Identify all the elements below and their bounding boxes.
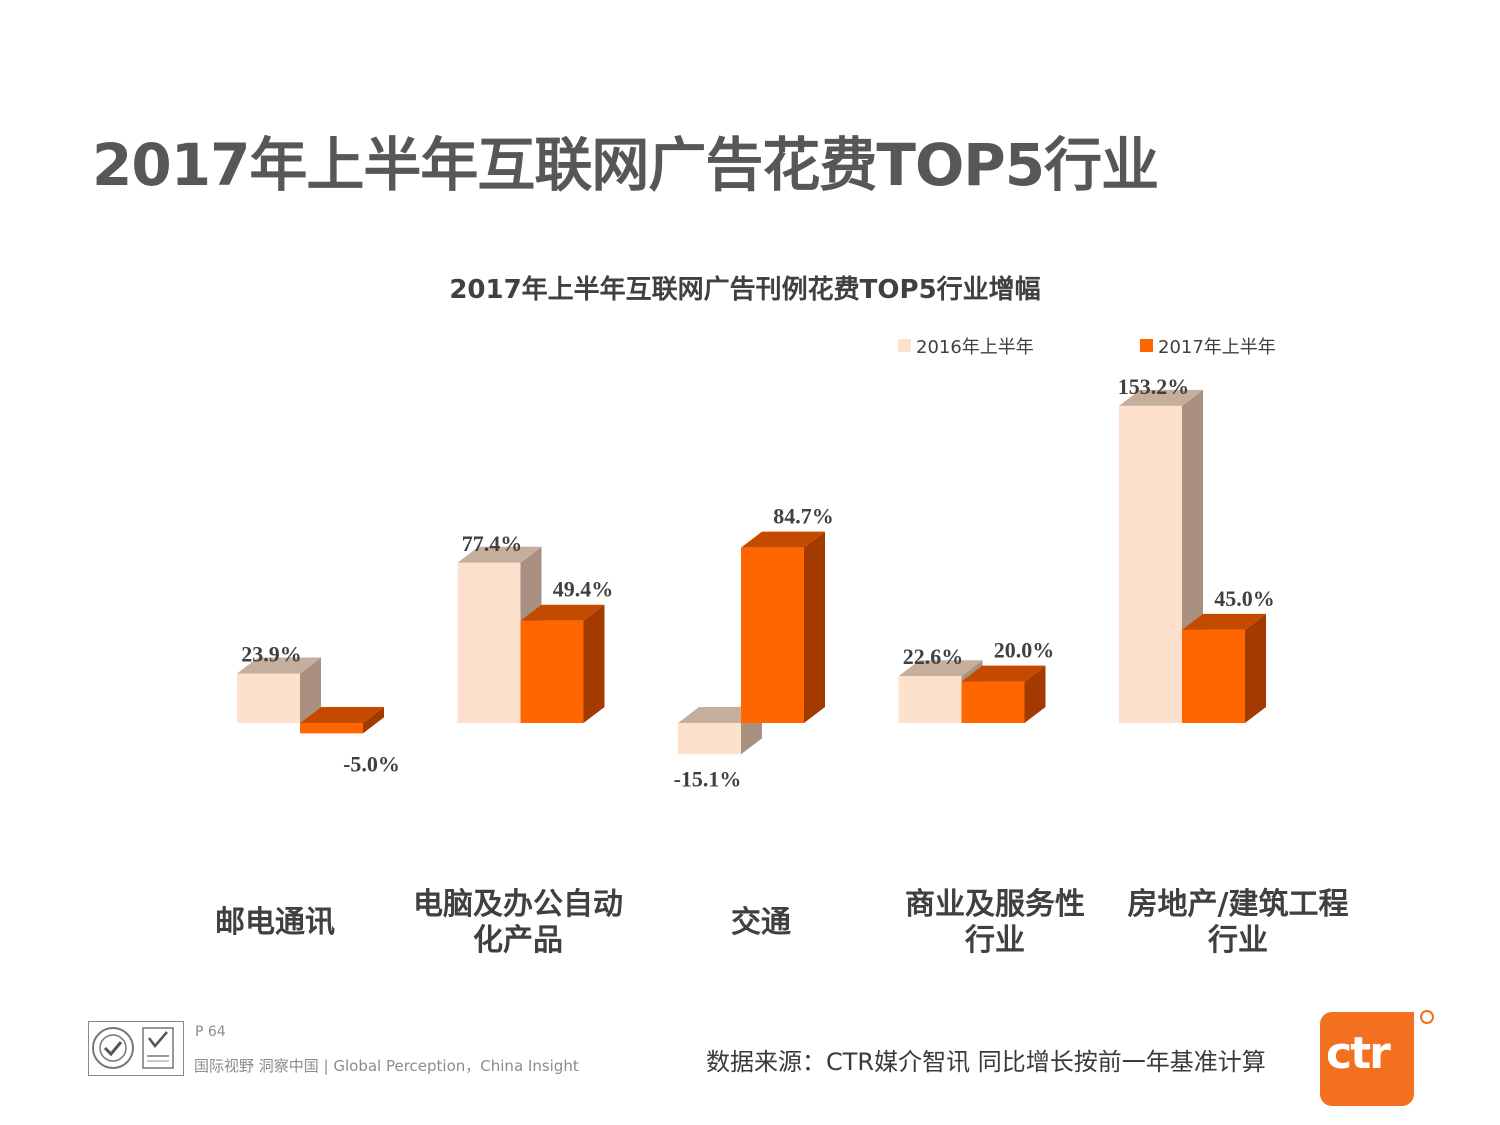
- category-label-line: 电脑及办公自动: [413, 887, 623, 922]
- bar-1-1: [520, 604, 605, 723]
- bar-front: [237, 673, 300, 723]
- data-label: 23.9%: [241, 642, 302, 667]
- bar-top: [1119, 389, 1203, 406]
- bar-top: [300, 707, 384, 723]
- bar-side: [583, 604, 605, 723]
- bar-side: [1245, 613, 1266, 723]
- bar-chart: 2017年上半年互联网广告刊例花费TOP5行业增幅 2016年上半年 2017年上…: [237, 274, 1276, 791]
- legend-label: 2016年上半年: [916, 337, 1034, 358]
- chart-title: 2017年上半年互联网广告刊例花费TOP5行业增幅: [449, 274, 1040, 305]
- bar-front: [300, 723, 363, 734]
- category-label: 电脑及办公自动 化产品: [398, 887, 638, 959]
- data-label: -5.0%: [343, 751, 400, 776]
- category-label-line: 行业: [1208, 923, 1268, 958]
- bar-side: [804, 531, 825, 723]
- category-label: 邮电通讯: [155, 905, 395, 941]
- chart-legend: 2016年上半年 2017年上半年: [898, 337, 1276, 358]
- bar-front: [741, 547, 804, 723]
- bar-side: [1024, 665, 1046, 723]
- category-label-line: 交通: [731, 905, 791, 940]
- data-label: 84.7%: [773, 504, 834, 529]
- legend-label: 2017年上半年: [1158, 337, 1276, 358]
- legend-swatch: [898, 339, 911, 352]
- bar-1-3: [961, 665, 1046, 723]
- certification-badges: [88, 1021, 184, 1076]
- ctr-logo-text: ctr: [1326, 1028, 1391, 1079]
- bar-top: [237, 657, 321, 674]
- data-label: 153.2%: [1118, 374, 1190, 399]
- data-label: 20.0%: [994, 638, 1055, 663]
- bar-top: [961, 665, 1046, 682]
- category-label-line: 商业及服务性: [905, 887, 1085, 922]
- data-label: 45.0%: [1214, 586, 1275, 611]
- bar-front: [1119, 405, 1182, 723]
- footer-slogan: 国际视野 洞察中国 | Global Perception，China Insi…: [194, 1057, 579, 1075]
- bar-1-2: [741, 531, 825, 723]
- bar-front: [1182, 629, 1245, 723]
- bar-front: [961, 681, 1025, 723]
- data-label: 77.4%: [462, 531, 523, 556]
- category-label-line: 房地产/建筑工程: [1127, 887, 1349, 922]
- bar-front: [520, 620, 584, 723]
- bar-0-1: [457, 546, 542, 723]
- category-label: 房地产/建筑工程 行业: [1118, 887, 1358, 959]
- category-label: 交通: [641, 905, 881, 941]
- bar-0-2: [678, 707, 762, 755]
- bar-0-4: [1119, 389, 1203, 723]
- page-number: P 64: [195, 1024, 226, 1040]
- category-label: 商业及服务性 行业: [875, 887, 1115, 959]
- category-label-line: 行业: [965, 923, 1025, 958]
- bar-1-4: [1182, 613, 1266, 723]
- data-label: 49.4%: [553, 577, 614, 602]
- ctr-logo: ctr: [1320, 1012, 1414, 1106]
- sgs-badge-icon: [92, 1027, 174, 1069]
- data-label: 22.6%: [903, 644, 964, 669]
- bar-top: [520, 604, 605, 621]
- source-note: 数据来源：CTR媒介智讯 同比增长按前一年基准计算: [706, 1048, 1266, 1076]
- data-label: -15.1%: [674, 766, 742, 791]
- bar-0-0: [237, 657, 321, 723]
- category-label-line: 邮电通讯: [215, 905, 335, 940]
- registered-mark-icon: [1420, 1010, 1434, 1024]
- legend-swatch: [1140, 339, 1153, 352]
- bar-side: [300, 657, 321, 723]
- page-title: 2017年上半年互联网广告花费TOP5行业: [92, 131, 1159, 199]
- bar-front: [678, 723, 741, 755]
- bar-side: [363, 707, 384, 734]
- bar-front: [457, 562, 521, 723]
- bar-top: [457, 546, 542, 563]
- bar-top: [1182, 613, 1266, 630]
- bar-top: [898, 660, 983, 677]
- bar-front: [898, 676, 962, 723]
- bar-1-0: [300, 707, 384, 734]
- bar-top: [741, 531, 825, 548]
- category-label-line: 化产品: [473, 923, 563, 958]
